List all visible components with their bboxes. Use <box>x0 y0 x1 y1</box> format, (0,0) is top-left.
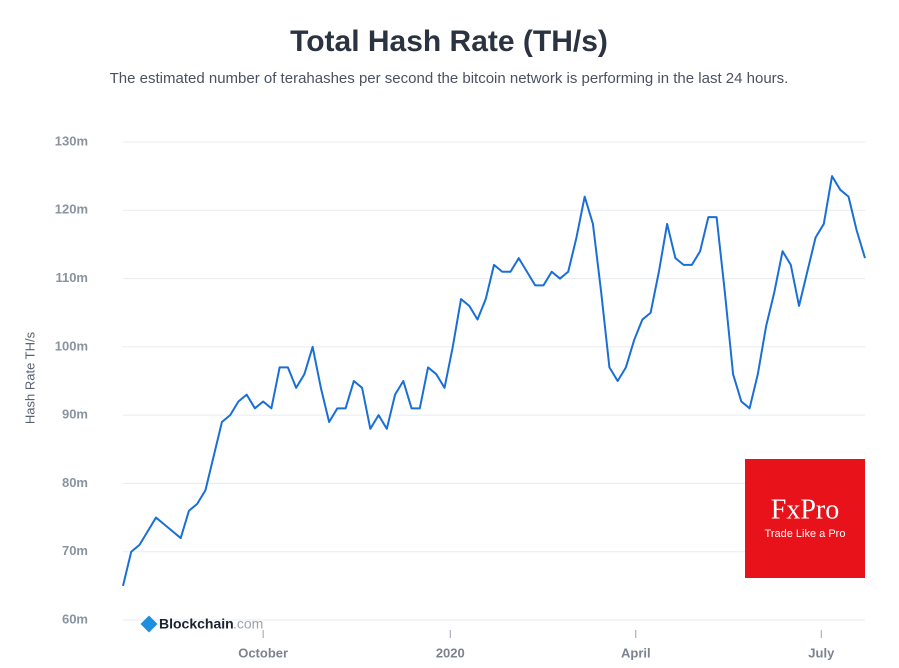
y-tick-label: 130m <box>55 133 88 148</box>
badge-tagline: Trade Like a Pro <box>765 528 846 540</box>
chart-title: Total Hash Rate (TH/s) <box>290 25 608 58</box>
y-axis-title: Hash Rate TH/s <box>22 331 37 424</box>
y-tick-label: 100m <box>55 338 88 353</box>
data-line <box>122 175 866 587</box>
logo-domain: .com <box>233 616 263 632</box>
x-tick-label: July <box>808 645 835 660</box>
badge <box>745 459 865 578</box>
logo-icon <box>140 615 158 633</box>
chart-subtitle: The estimated number of terahashes per s… <box>110 70 789 87</box>
y-tick-label: 110m <box>55 270 88 285</box>
y-tick-label: 90m <box>62 407 88 422</box>
x-tick-label: October <box>238 645 288 660</box>
y-tick-label: 70m <box>62 543 88 558</box>
badge-brand: FxPro <box>771 494 839 525</box>
y-tick-label: 80m <box>62 475 88 490</box>
logo-text: Blockchain <box>159 616 234 632</box>
y-tick-label: 120m <box>55 202 88 217</box>
x-tick-label: April <box>621 645 651 660</box>
y-tick-label: 60m <box>62 611 88 626</box>
x-tick-label: 2020 <box>436 645 465 660</box>
